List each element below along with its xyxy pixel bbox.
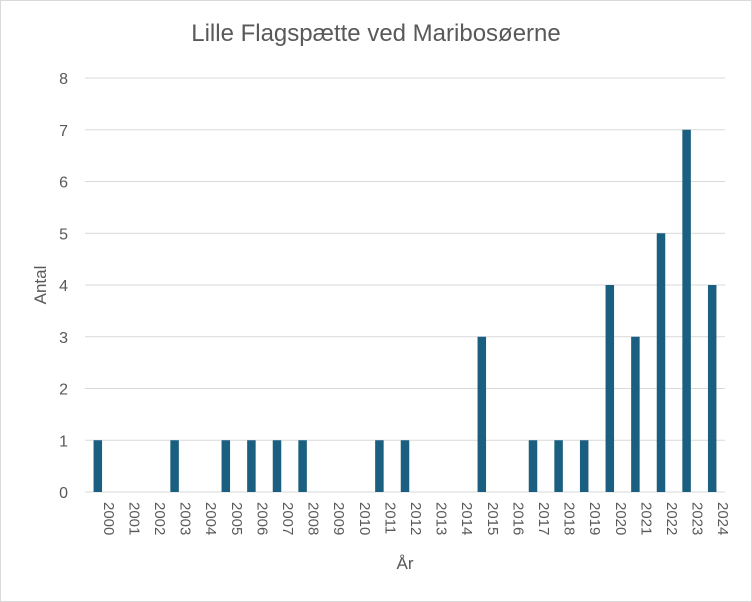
x-tick-label: 2012 [407,502,424,535]
x-tick-label: 2019 [586,502,603,535]
x-tick-label: 2024 [714,502,731,535]
gridlines [85,77,725,493]
bar-2000 [93,440,103,492]
y-tick-label: 2 [59,382,68,399]
y-tick-label: 1 [59,433,68,450]
chart-title: Lille Flagspætte ved Maribosøerne [191,20,561,47]
y-tick-label: 5 [59,226,68,243]
x-axis-label: År [397,554,414,573]
bar-2019 [579,440,589,492]
bar-2021 [631,336,640,492]
x-tick-label: 2013 [433,502,450,535]
bar-2024 [707,285,717,492]
y-axis-label: Antal [31,266,50,305]
bar-2023 [682,129,691,492]
x-tick-label: 2011 [381,502,398,534]
x-tick-label: 2020 [612,502,629,535]
bar-2020 [605,285,615,492]
bar-2022 [656,233,666,492]
y-tick-label: 6 [59,175,68,192]
x-tick-label: 2003 [177,502,194,535]
x-tick-label: 2004 [202,502,219,535]
bar-2017 [528,440,538,492]
x-tick-label: 2001 [125,502,142,535]
x-tick-label: 2021 [637,502,654,535]
y-tick-label: 3 [59,330,68,347]
x-axis-ticks: 2000 2001 2002 2003 2004 2005 2006 2007 2008 2009… [100,502,731,535]
x-tick-label: 2009 [330,502,347,535]
x-tick-label: 2015 [484,502,501,535]
y-tick-label: 8 [59,71,68,88]
y-tick-label: 7 [59,123,68,140]
x-tick-label: 2000 [100,502,117,535]
bar-2011 [375,440,384,492]
bar-2007 [272,440,282,492]
x-tick-label: 2007 [279,502,296,535]
bar-2003 [170,440,179,492]
x-tick-label: 2017 [535,502,552,535]
bar-2018 [554,440,563,492]
x-tick-label: 2018 [561,502,578,535]
y-tick-label: 4 [59,278,68,295]
bar-2006 [247,440,256,492]
bar-2005 [221,440,231,492]
bar-series [93,129,717,492]
x-tick-label: 2022 [663,502,680,535]
x-tick-label: 2006 [253,502,270,535]
bar-2008 [298,440,307,492]
y-tick-label: 0 [59,485,68,502]
x-tick-label: 2014 [458,502,475,535]
x-tick-label: 2016 [509,502,526,535]
bar-2012 [400,440,410,492]
y-axis-ticks: 0 1 2 3 4 5 6 7 8 [59,71,68,502]
x-tick-label: 2005 [228,502,245,535]
x-tick-label: 2010 [356,502,373,535]
bar-2015 [477,336,487,492]
x-tick-label: 2023 [689,502,706,535]
x-tick-label: 2002 [151,502,168,535]
x-tick-label: 2008 [305,502,322,535]
